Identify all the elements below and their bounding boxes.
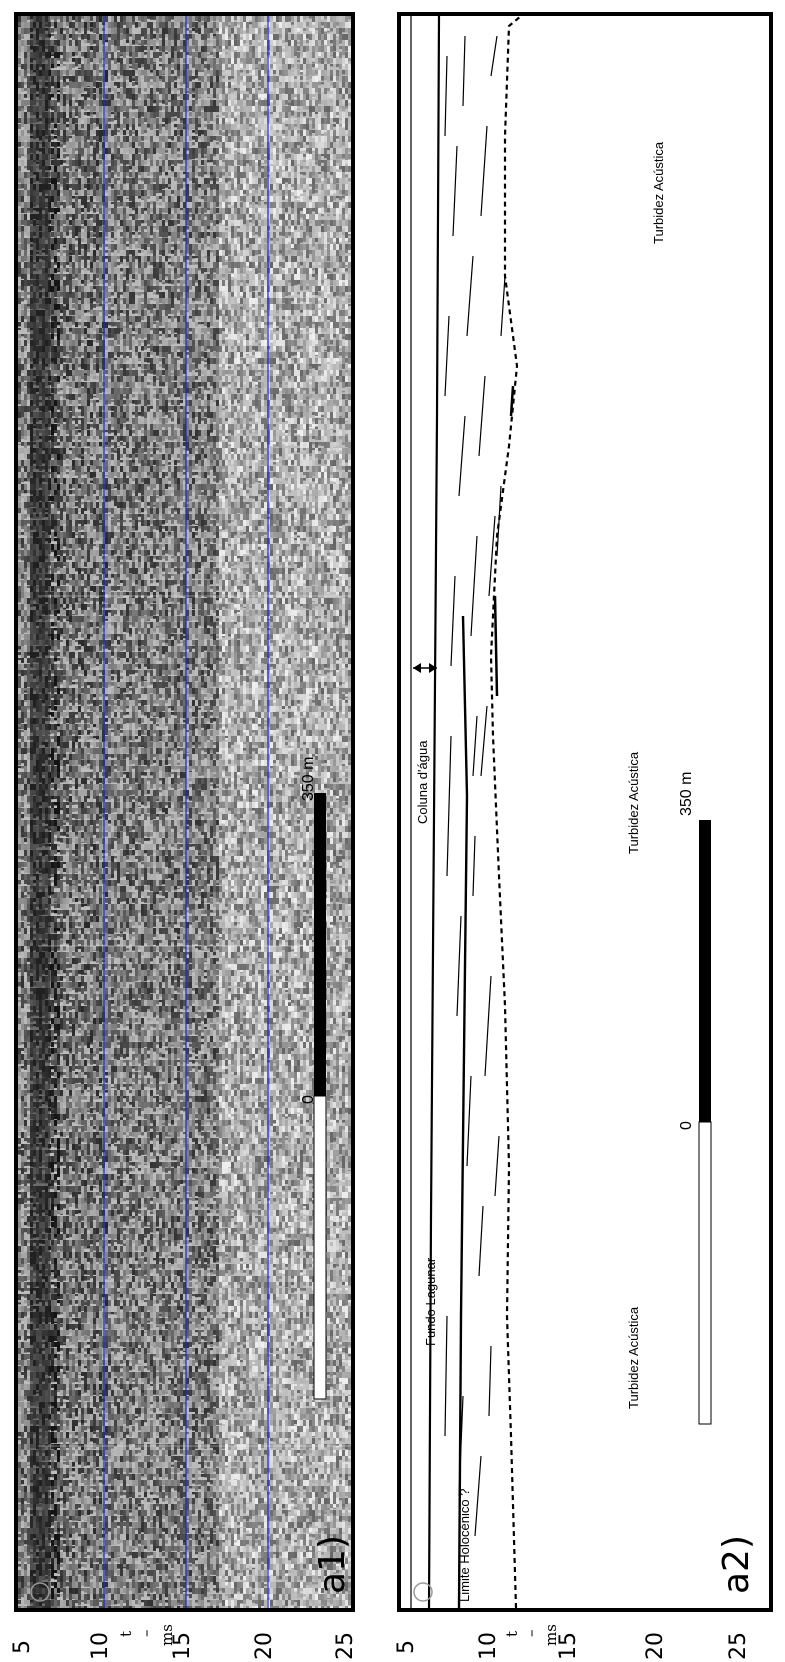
reflector-segment (471, 536, 477, 636)
seismic-profile-image (18, 16, 351, 1608)
tick-label-25: 25 (333, 1632, 358, 1660)
annotation-limite-holocenico: Limite Holocénico ? (457, 1489, 472, 1602)
panel-label-a1: a1) (312, 1535, 353, 1594)
scale-bar-end-label: 350 m (678, 772, 696, 816)
lagoon-floor-line (429, 16, 439, 1608)
tick-label-25: 25 (726, 1632, 751, 1660)
reflector-segment (445, 56, 447, 136)
turbidity-boundary-dashed (491, 16, 521, 1608)
reflector-segment (481, 126, 487, 216)
reflector-segment (453, 146, 457, 236)
annotation-turbidez-bottom: Turbidez Acústica (626, 1307, 641, 1409)
scale-bar-start-label: 0 (678, 1121, 696, 1130)
axis-unit-t: t (117, 1631, 135, 1637)
tick-label-5: 5 (10, 1640, 35, 1654)
strong-reflector (495, 596, 497, 696)
tick-label-15: 15 (556, 1632, 581, 1660)
reflector-segment (479, 376, 485, 456)
lagoon-floor-reflector (30, 16, 50, 1608)
interpretation-drawing (401, 16, 769, 1608)
tick-label-10: 10 (88, 1632, 113, 1660)
tick-label-20: 20 (252, 1632, 277, 1660)
reflector-segment (475, 1456, 481, 1536)
reflector-segment (467, 1076, 471, 1166)
reflector-segment (473, 716, 477, 776)
scale-bar-end-label: 350 m (300, 757, 318, 801)
reflector-segment (489, 516, 495, 596)
panel-label-a2: a2) (716, 1535, 757, 1594)
scale-bar-black (699, 820, 711, 1122)
reflector-segment (473, 836, 475, 896)
reflector-segment (481, 706, 487, 776)
tick-label-5: 5 (394, 1640, 419, 1654)
reflector-segment (445, 1316, 447, 1436)
seismic-texture (18, 16, 351, 1608)
reflector-segment (479, 1206, 483, 1276)
annotation-coluna-agua: Coluna d'água (415, 741, 430, 824)
reflector-segment (495, 1136, 499, 1196)
scale-bar-start-label: 0 (300, 1095, 318, 1104)
reflector-segment (445, 316, 449, 396)
annotation-fundo-lagunar: Fundo Lagunar (423, 1258, 438, 1346)
reflector-segment (489, 1346, 491, 1416)
annotation-turbidez-mid: Turbidez Acústica (626, 752, 641, 854)
reflector-segment (457, 916, 461, 1016)
axis-unit-t: t (503, 1631, 521, 1637)
annotation-turbidez-top: Turbidez Acústica (651, 142, 666, 244)
reflector-segment (447, 736, 451, 876)
reflector-segment (459, 416, 465, 496)
interpretation-panel: a2) Coluna d'água Fundo Lagunar Limite H… (397, 12, 773, 1612)
seismic-profile-panel: a1) 0 350 m (14, 12, 355, 1612)
reflector-segment (501, 276, 505, 336)
tick-label-20: 20 (643, 1632, 668, 1660)
tick-label-10: 10 (476, 1632, 501, 1660)
scale-bar-white (314, 1096, 326, 1399)
axis-unit-dash: – (522, 1630, 540, 1638)
reflector-segment (451, 576, 455, 666)
arrowhead-left (413, 663, 421, 673)
reflector-segment (485, 976, 491, 1076)
tick-label-15: 15 (170, 1632, 195, 1660)
reflector-segment (497, 486, 501, 556)
scale-bar-black (314, 793, 326, 1096)
reflector-segment (467, 256, 473, 336)
reflector-segment (491, 36, 497, 76)
axis-unit-dash: – (137, 1630, 155, 1638)
reflector-segment (463, 36, 465, 106)
scale-bar-white (699, 1122, 711, 1424)
